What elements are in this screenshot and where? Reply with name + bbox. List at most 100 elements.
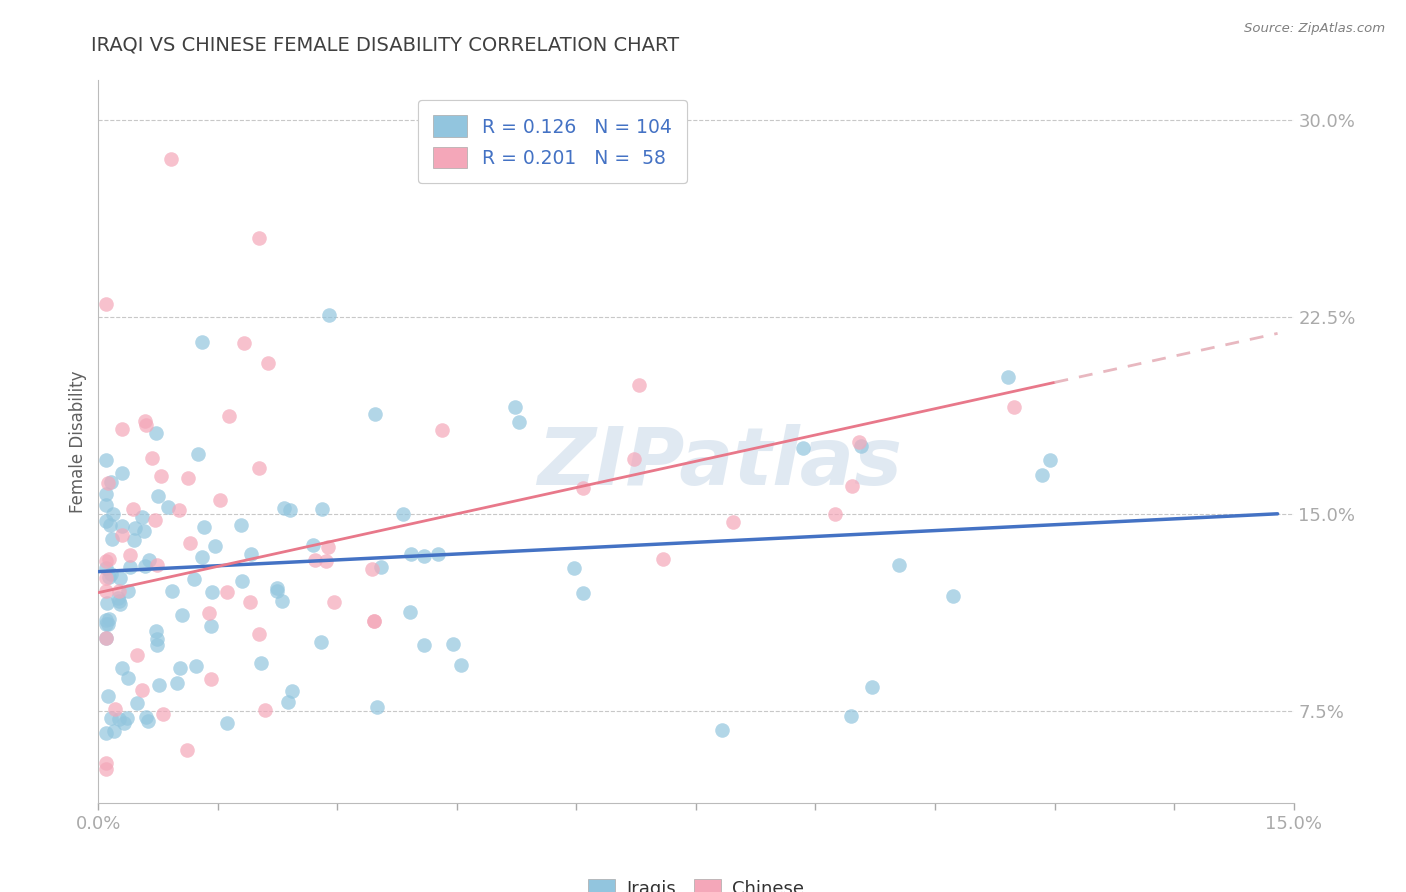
Point bbox=[115, 711, 138, 725]
Point bbox=[889, 558, 911, 573]
Point bbox=[399, 547, 422, 561]
Point bbox=[110, 661, 132, 675]
Point bbox=[571, 586, 593, 600]
Point bbox=[134, 558, 156, 573]
Point bbox=[315, 554, 337, 568]
Point bbox=[108, 712, 131, 726]
Point bbox=[238, 595, 260, 609]
Point bbox=[156, 500, 179, 514]
Point bbox=[942, 589, 965, 603]
Point bbox=[108, 583, 131, 598]
Point bbox=[413, 549, 436, 563]
Point bbox=[98, 517, 121, 532]
Point bbox=[176, 743, 198, 757]
Point bbox=[270, 594, 292, 608]
Point bbox=[1002, 401, 1025, 415]
Point bbox=[247, 231, 270, 245]
Point bbox=[363, 614, 385, 628]
Point bbox=[107, 594, 129, 608]
Point bbox=[304, 553, 326, 567]
Point bbox=[98, 612, 121, 626]
Point bbox=[145, 624, 167, 638]
Point bbox=[179, 536, 201, 550]
Point bbox=[96, 596, 118, 610]
Point bbox=[100, 711, 122, 725]
Point bbox=[198, 606, 221, 620]
Point bbox=[96, 296, 118, 310]
Point bbox=[110, 597, 132, 611]
Point bbox=[1039, 453, 1062, 467]
Point bbox=[273, 501, 295, 516]
Point bbox=[112, 715, 135, 730]
Point bbox=[231, 574, 253, 589]
Point bbox=[152, 707, 174, 722]
Point bbox=[101, 507, 124, 521]
Point bbox=[711, 723, 734, 737]
Point bbox=[96, 613, 118, 627]
Point bbox=[146, 558, 169, 572]
Point bbox=[651, 552, 673, 566]
Point bbox=[111, 422, 134, 436]
Point bbox=[124, 533, 146, 547]
Point bbox=[96, 756, 118, 771]
Point bbox=[96, 453, 118, 467]
Point bbox=[412, 638, 434, 652]
Text: Source: ZipAtlas.com: Source: ZipAtlas.com bbox=[1244, 22, 1385, 36]
Point bbox=[841, 479, 863, 493]
Point bbox=[160, 152, 183, 166]
Point bbox=[318, 308, 340, 322]
Point bbox=[311, 501, 333, 516]
Point bbox=[143, 513, 166, 527]
Point bbox=[96, 584, 118, 599]
Point bbox=[278, 503, 301, 517]
Point bbox=[723, 515, 745, 529]
Point bbox=[186, 659, 208, 673]
Point bbox=[366, 699, 388, 714]
Point bbox=[450, 657, 472, 672]
Point bbox=[110, 571, 132, 585]
Point bbox=[145, 425, 167, 440]
Point bbox=[309, 634, 332, 648]
Point bbox=[100, 475, 122, 489]
Point bbox=[231, 517, 253, 532]
Point bbox=[250, 657, 273, 671]
Point bbox=[824, 507, 846, 521]
Point bbox=[247, 626, 270, 640]
Point bbox=[111, 466, 134, 480]
Point bbox=[266, 581, 288, 595]
Point bbox=[572, 481, 595, 495]
Point bbox=[249, 461, 271, 475]
Point bbox=[120, 548, 142, 562]
Point bbox=[200, 672, 222, 686]
Point bbox=[117, 584, 139, 599]
Point bbox=[122, 501, 145, 516]
Point bbox=[146, 490, 169, 504]
Point bbox=[96, 762, 118, 776]
Point bbox=[322, 595, 344, 609]
Point bbox=[127, 697, 149, 711]
Point bbox=[183, 572, 205, 586]
Point bbox=[997, 370, 1019, 384]
Point bbox=[792, 442, 814, 456]
Point bbox=[217, 585, 239, 599]
Point bbox=[253, 703, 276, 717]
Point bbox=[110, 518, 132, 533]
Point bbox=[167, 503, 190, 517]
Point bbox=[127, 648, 149, 662]
Point bbox=[363, 407, 385, 421]
Point bbox=[363, 615, 385, 629]
Point bbox=[240, 547, 263, 561]
Point bbox=[146, 638, 169, 652]
Point bbox=[111, 528, 134, 542]
Point bbox=[98, 570, 121, 584]
Point bbox=[257, 355, 280, 369]
Point bbox=[1031, 467, 1053, 482]
Point bbox=[97, 475, 120, 490]
Point bbox=[124, 520, 146, 534]
Point bbox=[148, 678, 170, 692]
Text: IRAQI VS CHINESE FEMALE DISABILITY CORRELATION CHART: IRAQI VS CHINESE FEMALE DISABILITY CORRE… bbox=[91, 36, 679, 54]
Point bbox=[98, 552, 121, 566]
Point bbox=[508, 415, 530, 429]
Point bbox=[96, 498, 118, 512]
Point bbox=[97, 616, 120, 631]
